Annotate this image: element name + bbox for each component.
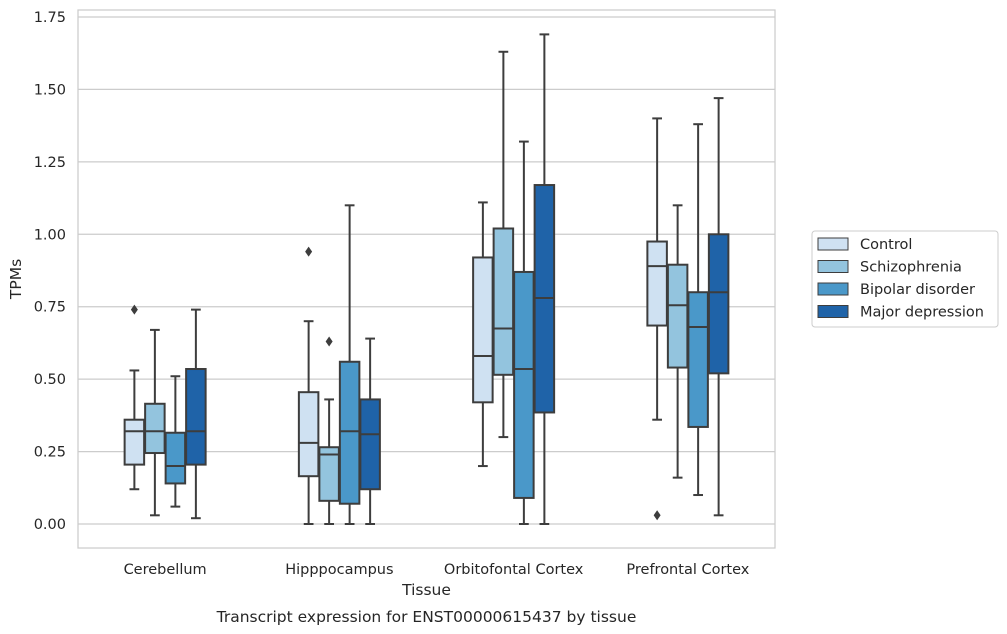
box-schizophrenia <box>318 336 340 525</box>
y-tick-label: 0.75 <box>34 300 66 316</box>
y-tick-label: 1.25 <box>34 155 66 171</box>
y-tick-label: 1.00 <box>34 227 66 243</box>
legend-swatch <box>817 260 849 273</box>
x-tick-label: Hipppocampus <box>285 562 393 578</box>
box-iqr <box>472 256 494 404</box>
legend-swatch <box>817 237 849 251</box>
box-iqr <box>646 240 668 327</box>
y-tick-label: 0.50 <box>34 372 66 388</box>
box-iqr <box>123 418 146 466</box>
outlier-point <box>305 246 313 257</box>
box-iqr <box>492 227 515 376</box>
box-bipolar-disorder <box>338 204 361 525</box>
y-tick-label: 1.50 <box>34 82 66 98</box>
box-iqr <box>687 291 709 428</box>
legend-swatch <box>817 282 849 296</box>
plot-frame <box>77 9 776 549</box>
box-bipolar-disorder <box>164 375 187 508</box>
legend-label: Major depression <box>860 305 984 321</box>
outlier-point <box>653 510 661 521</box>
box-control <box>472 201 494 468</box>
x-tick-label: Cerebellum <box>124 562 207 578</box>
y-axis-title: TPMs <box>7 259 25 300</box>
x-axis-title: Tissue <box>401 581 451 599</box>
box-iqr <box>666 263 689 369</box>
box-iqr <box>297 391 320 478</box>
legend: Control Schizophrenia Bipolar disorder Majo… <box>811 230 999 328</box>
legend-frame <box>811 230 999 328</box>
box-iqr <box>185 368 207 466</box>
legend-label: Schizophrenia <box>860 260 962 276</box>
box-schizophrenia <box>492 50 515 439</box>
x-tick-labels: Cerebellum Hipppocampus Orbitofontal Corte… <box>124 562 750 578</box>
box-iqr <box>338 360 361 505</box>
x-tick-label: Orbitofontal Cortex <box>444 562 584 578</box>
box-control <box>297 246 320 525</box>
box-schizophrenia <box>144 328 166 517</box>
box-control <box>123 304 146 491</box>
box-major-depression <box>359 337 381 525</box>
box-bipolar-disorder <box>513 140 535 525</box>
box-iqr <box>359 398 381 491</box>
legend-swatch <box>817 305 849 318</box>
legend-label: Bipolar disorder <box>860 282 975 298</box>
outlier-point <box>325 336 333 347</box>
box-bipolar-disorder <box>687 123 709 497</box>
box-control <box>646 117 668 521</box>
outlier-point <box>130 304 138 315</box>
chart-title: Transcript expression for ENST0000061543… <box>216 608 637 626</box>
box-iqr <box>707 233 730 375</box>
y-tick-label: 0.00 <box>34 517 66 533</box>
y-tick-label: 1.75 <box>34 10 66 26</box>
box-major-depression <box>533 33 556 525</box>
box-iqr <box>144 402 166 455</box>
box-iqr <box>164 431 187 485</box>
box-major-depression <box>185 308 207 520</box>
box-major-depression <box>707 97 730 517</box>
legend-label: Control <box>860 237 912 253</box>
box-iqr <box>513 270 535 499</box>
y-tick-labels: 0.00 0.25 0.50 0.75 1.00 1.25 1.50 1.75 <box>34 10 66 533</box>
boxes <box>123 33 730 525</box>
box-schizophrenia <box>666 204 689 479</box>
x-tick-label: Prefrontal Cortex <box>626 562 749 578</box>
y-tick-label: 0.25 <box>34 445 66 461</box>
